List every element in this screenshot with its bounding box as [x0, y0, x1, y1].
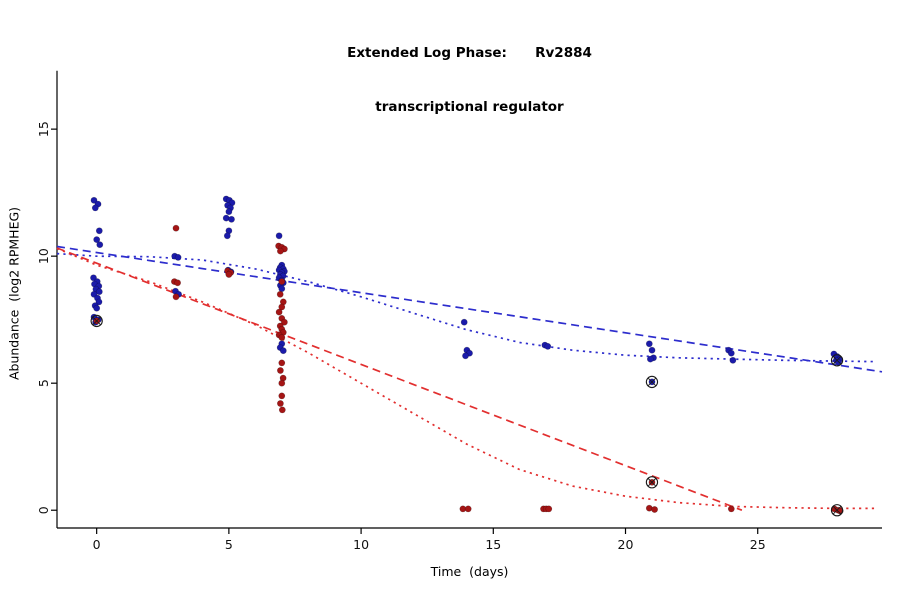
flagged-point-circle [830, 504, 844, 517]
chart-title-line1: Extended Log Phase: Rv2884 [347, 45, 592, 61]
flagged-point-circle [830, 354, 844, 367]
y-tick-label: 5 [36, 379, 51, 387]
red-dashed-fit [56, 247, 743, 511]
red-condition-points [278, 392, 286, 400]
flagged-point-cross [647, 478, 657, 487]
blue-condition-points [228, 215, 235, 223]
red-condition-points [172, 224, 180, 232]
flagged-point-circle [645, 375, 659, 389]
blue-condition-points [95, 227, 103, 235]
red-condition-points [275, 308, 283, 316]
y-axis-label: Abundance (log2 RPMHEG) [6, 206, 22, 381]
blue-condition-points [729, 356, 737, 364]
x-tick-label: 10 [353, 537, 369, 552]
red-condition-points [278, 303, 286, 311]
blue-condition-points [90, 274, 97, 282]
x-tick-label: 20 [618, 537, 634, 552]
blue-condition-points [95, 298, 103, 306]
red-condition-points [651, 506, 658, 513]
blue-condition-points [93, 304, 101, 312]
flagged-point-circle [645, 476, 659, 489]
blue-condition-points [647, 355, 654, 363]
blue-condition-points [223, 232, 231, 240]
chart-title-line2: transcriptional regulator [375, 99, 564, 115]
x-axis-label: Time (days) [430, 564, 509, 579]
x-tick-label: 15 [485, 537, 501, 552]
flagged-point-cross [832, 356, 842, 365]
blue-condition-points [727, 349, 735, 357]
chart-title: Extended Log Phase: Rv2884 transcription… [57, 8, 882, 152]
blue-condition-points [462, 352, 469, 360]
red-condition-points [278, 278, 286, 285]
red-condition-points [280, 318, 288, 326]
red-condition-points [276, 400, 284, 407]
blue-condition-points [648, 346, 656, 354]
red-condition-points [278, 406, 286, 414]
blue-condition-points [95, 288, 103, 296]
x-tick-label: 25 [750, 537, 766, 552]
red-condition-points [172, 293, 180, 301]
x-tick-label: 0 [93, 537, 101, 552]
blue-condition-points [96, 241, 104, 249]
flagged-point-cross [832, 505, 842, 515]
blue-condition-points [90, 196, 98, 204]
x-tick-label: 5 [225, 537, 233, 552]
y-tick-label: 10 [36, 248, 51, 264]
red-condition-points [278, 334, 286, 341]
red-condition-points [464, 505, 472, 513]
blue-condition-points [278, 285, 286, 293]
red-condition-points [225, 271, 233, 278]
red-condition-points [278, 359, 286, 367]
blue-condition-points [544, 342, 552, 350]
red-condition-points [276, 290, 284, 298]
y-tick-label: 15 [36, 121, 51, 137]
blue-condition-points [460, 318, 468, 326]
blue-condition-points [91, 204, 99, 212]
y-tick-label: 0 [36, 506, 51, 514]
blue-condition-points [225, 208, 233, 216]
flagged-point-cross [647, 377, 657, 387]
blue-condition-points [279, 347, 287, 355]
flagged-point-circle [90, 314, 103, 328]
blue-condition-points [93, 236, 101, 243]
blue-dashed-fit [56, 245, 883, 373]
red-condition-points [278, 379, 286, 387]
red-condition-points [276, 367, 284, 374]
red-condition-points [727, 505, 735, 513]
blue-dotted-fit [56, 252, 875, 363]
flagged-point-cross [92, 316, 101, 326]
red-condition-points [174, 279, 181, 287]
red-dotted-fit [56, 247, 875, 510]
red-condition-points [545, 505, 553, 513]
blue-condition-points [174, 253, 182, 261]
red-condition-points [276, 247, 284, 255]
blue-condition-points [275, 232, 283, 240]
blue-condition-points [645, 340, 653, 348]
